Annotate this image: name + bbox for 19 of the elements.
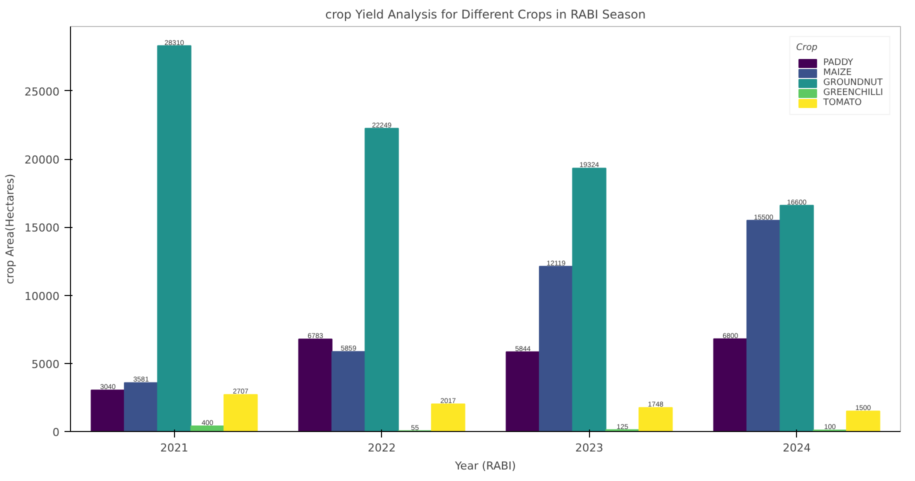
legend-label: TOMATO xyxy=(823,98,862,108)
y-axis-title: crop Area(Hectares) xyxy=(4,174,17,284)
y-tick-label: 5000 xyxy=(32,358,60,371)
y-tick-label: 25000 xyxy=(24,85,60,98)
x-tick-label: 2023 xyxy=(575,442,604,454)
y-tick-label: 15000 xyxy=(24,222,60,235)
legend-label: MAIZE xyxy=(823,68,852,78)
y-tick-label: 20000 xyxy=(24,154,60,166)
x-tick-label: 2024 xyxy=(782,442,811,454)
chart-title: crop Yield Analysis for Different Crops in RABI Season xyxy=(325,8,646,22)
y-tick-label: 0 xyxy=(52,426,60,439)
legend-title: Crop xyxy=(796,43,818,53)
x-axis-title: Year (RABI) xyxy=(454,460,516,472)
legend-label: PADDY xyxy=(823,58,854,68)
x-tick-label: 2022 xyxy=(368,442,396,454)
x-tick-label: 2021 xyxy=(160,442,188,454)
legend-label: GROUNDNUT xyxy=(823,78,883,88)
legend-label: GREENCHILLI xyxy=(823,88,883,98)
y-tick-label: 10000 xyxy=(24,290,60,303)
